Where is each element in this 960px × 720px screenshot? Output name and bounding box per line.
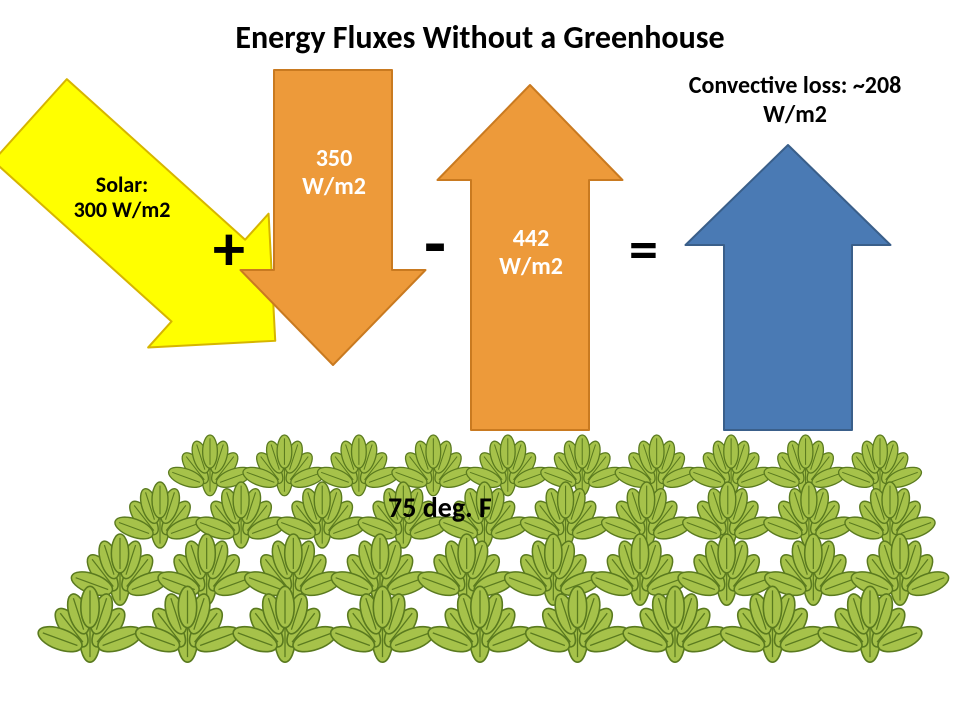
operator-plus: +: [213, 210, 245, 288]
operator-minus: -: [424, 200, 446, 288]
surface-temperature-label: 75 deg. F: [388, 490, 492, 525]
operator-equals: =: [629, 214, 658, 285]
convective-loss-label: Convective loss: ~208 W/m2: [680, 72, 910, 130]
